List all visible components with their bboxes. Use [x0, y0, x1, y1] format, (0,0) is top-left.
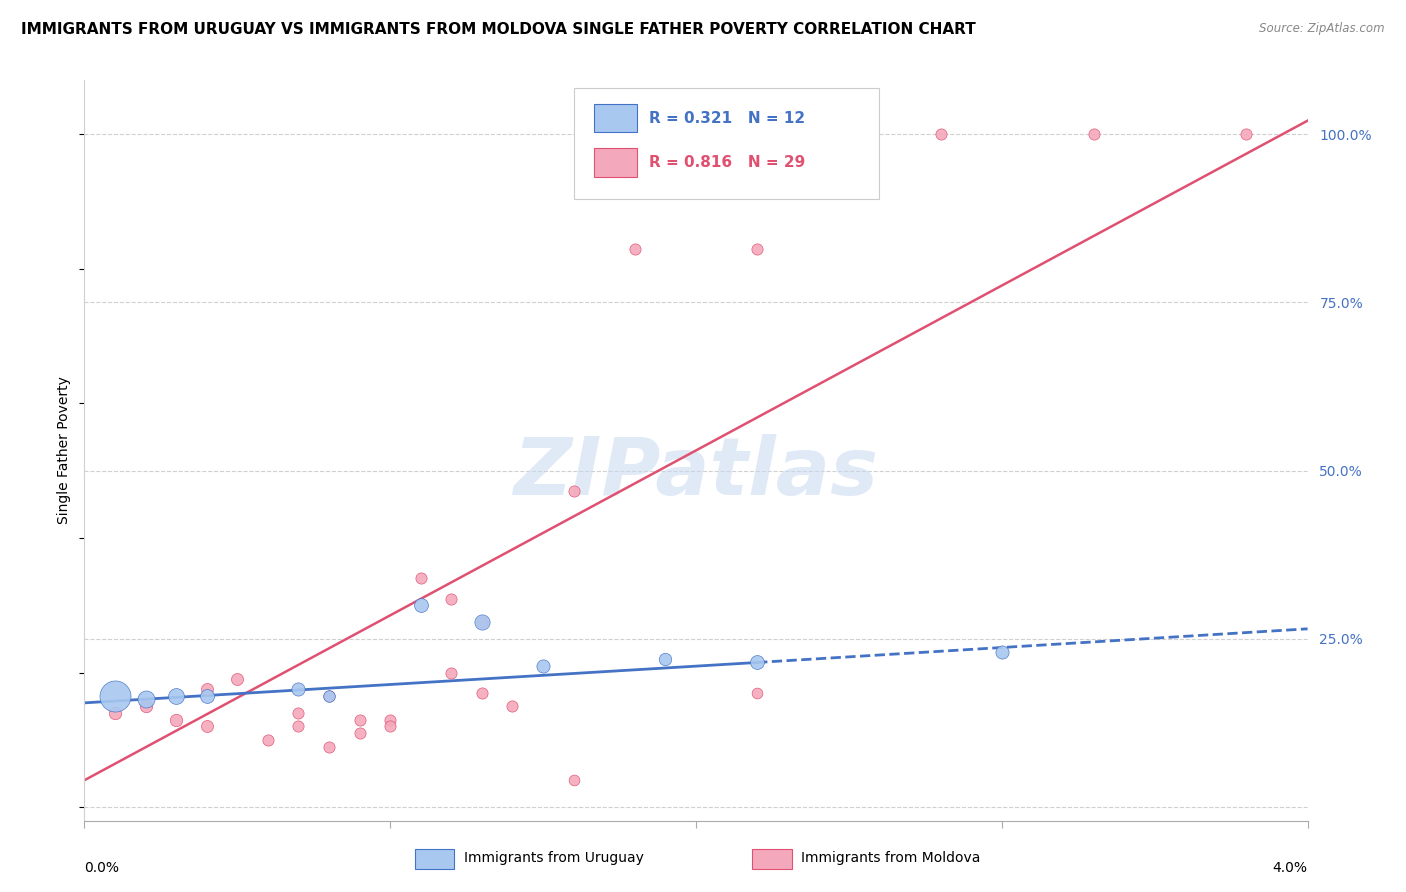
Point — [471, 615, 494, 629]
Point — [991, 645, 1014, 659]
Point — [287, 682, 309, 697]
FancyBboxPatch shape — [574, 87, 880, 199]
Point — [318, 689, 340, 703]
Text: 0.0%: 0.0% — [84, 862, 120, 875]
Point — [654, 652, 676, 666]
Point — [318, 739, 340, 754]
Point — [380, 713, 402, 727]
Point — [440, 591, 463, 606]
Text: R = 0.816   N = 29: R = 0.816 N = 29 — [650, 155, 806, 170]
Point — [409, 599, 432, 613]
Point — [624, 242, 647, 256]
Text: Immigrants from Moldova: Immigrants from Moldova — [801, 851, 981, 865]
Point — [287, 706, 309, 720]
Point — [440, 665, 463, 680]
Point — [380, 719, 402, 733]
Point — [502, 699, 524, 714]
Point — [226, 673, 249, 687]
Point — [471, 686, 494, 700]
Point — [929, 127, 952, 141]
Point — [747, 686, 769, 700]
Text: R = 0.321   N = 12: R = 0.321 N = 12 — [650, 111, 806, 126]
Point — [287, 719, 309, 733]
Point — [747, 242, 769, 256]
Point — [195, 689, 218, 703]
Text: ZIPatlas: ZIPatlas — [513, 434, 879, 512]
Point — [195, 719, 218, 733]
Point — [531, 658, 554, 673]
Point — [257, 732, 280, 747]
Point — [471, 615, 494, 629]
Point — [1236, 127, 1258, 141]
Point — [135, 699, 157, 714]
Y-axis label: Single Father Poverty: Single Father Poverty — [58, 376, 72, 524]
Point — [747, 656, 769, 670]
Point — [318, 689, 340, 703]
Point — [1083, 127, 1105, 141]
Text: IMMIGRANTS FROM URUGUAY VS IMMIGRANTS FROM MOLDOVA SINGLE FATHER POVERTY CORRELA: IMMIGRANTS FROM URUGUAY VS IMMIGRANTS FR… — [21, 22, 976, 37]
Point — [562, 483, 585, 498]
Point — [165, 713, 187, 727]
Point — [135, 692, 157, 706]
Point — [349, 726, 371, 740]
Point — [104, 706, 127, 720]
FancyBboxPatch shape — [595, 104, 637, 132]
Point — [409, 571, 432, 585]
FancyBboxPatch shape — [595, 148, 637, 177]
Text: Immigrants from Uruguay: Immigrants from Uruguay — [464, 851, 644, 865]
Point — [104, 689, 127, 703]
Point — [165, 689, 187, 703]
Point — [349, 713, 371, 727]
Point — [195, 682, 218, 697]
Text: Source: ZipAtlas.com: Source: ZipAtlas.com — [1260, 22, 1385, 36]
Point — [562, 773, 585, 788]
Text: 4.0%: 4.0% — [1272, 862, 1308, 875]
